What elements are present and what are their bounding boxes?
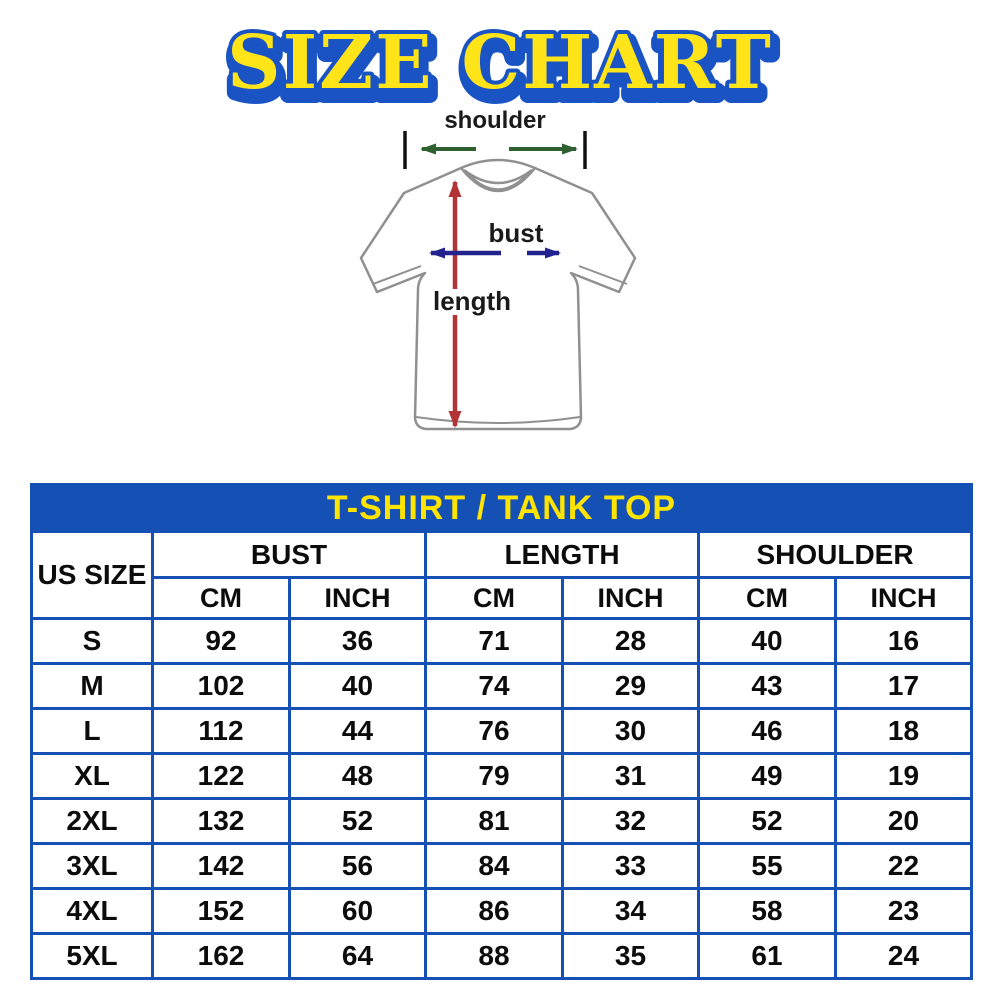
table-group-header-row: US SIZE BUST LENGTH SHOULDER xyxy=(30,530,973,620)
tshirt-cuff-seams xyxy=(372,265,628,285)
shoulder-label: shoulder xyxy=(444,107,545,134)
table-title: T-SHIRT / TANK TOP xyxy=(30,483,973,533)
size-cell: 3XL xyxy=(30,842,154,890)
value-cell: 36 xyxy=(288,617,427,665)
unit-header-bust-cm: CM xyxy=(151,576,291,620)
value-cell: 46 xyxy=(697,707,837,755)
value-cell: 92 xyxy=(151,617,291,665)
length-label: length xyxy=(433,286,511,316)
value-cell: 52 xyxy=(288,797,427,845)
value-cell: 102 xyxy=(151,662,291,710)
value-cell: 19 xyxy=(834,752,973,800)
value-cell: 74 xyxy=(424,662,564,710)
value-cell: 18 xyxy=(834,707,973,755)
value-cell: 29 xyxy=(561,662,700,710)
size-cell: 4XL xyxy=(30,887,154,935)
tshirt-hem-seam xyxy=(415,416,581,424)
unit-header-length-cm: CM xyxy=(424,576,564,620)
size-chart-title: SIZE CHART xyxy=(227,20,773,106)
page-title-banner: SIZE CHART SIZE CHART xyxy=(0,14,1000,127)
value-cell: 34 xyxy=(561,887,700,935)
header-us-size: US SIZE xyxy=(30,530,154,620)
value-cell: 52 xyxy=(697,797,837,845)
value-cell: 112 xyxy=(151,707,291,755)
size-table: T-SHIRT / TANK TOP US SIZE BUST LENGTH S… xyxy=(30,483,973,980)
size-chart-title-art: SIZE CHART SIZE CHART xyxy=(221,16,781,121)
table-row: 3XL 142 56 84 33 55 22 xyxy=(30,842,973,890)
size-cell: 5XL xyxy=(30,932,154,980)
value-cell: 76 xyxy=(424,707,564,755)
table-row: M 102 40 74 29 43 17 xyxy=(30,662,973,710)
value-cell: 84 xyxy=(424,842,564,890)
value-cell: 60 xyxy=(288,887,427,935)
tshirt-measurement-diagram: shoulder bust length xyxy=(348,106,652,472)
value-cell: 33 xyxy=(561,842,700,890)
value-cell: 23 xyxy=(834,887,973,935)
value-cell: 49 xyxy=(697,752,837,800)
unit-header-shoulder-cm: CM xyxy=(697,576,837,620)
value-cell: 86 xyxy=(424,887,564,935)
value-cell: 162 xyxy=(151,932,291,980)
table-row: 2XL 132 52 81 32 52 20 xyxy=(30,797,973,845)
value-cell: 40 xyxy=(288,662,427,710)
value-cell: 17 xyxy=(834,662,973,710)
value-cell: 79 xyxy=(424,752,564,800)
table-unit-header-row: CM INCH CM INCH CM INCH xyxy=(32,576,973,620)
table-row: L 112 44 76 30 46 18 xyxy=(30,707,973,755)
value-cell: 61 xyxy=(697,932,837,980)
value-cell: 24 xyxy=(834,932,973,980)
size-cell: XL xyxy=(30,752,154,800)
table-row: XL 122 48 79 31 49 19 xyxy=(30,752,973,800)
value-cell: 142 xyxy=(151,842,291,890)
value-cell: 122 xyxy=(151,752,291,800)
value-cell: 132 xyxy=(151,797,291,845)
tshirt-collar xyxy=(460,158,536,191)
value-cell: 64 xyxy=(288,932,427,980)
tshirt-diagram-art: shoulder bust length xyxy=(359,107,637,431)
unit-header-length-inch: INCH xyxy=(561,576,700,620)
table-title-row: T-SHIRT / TANK TOP xyxy=(30,483,973,533)
unit-header-shoulder-inch: INCH xyxy=(834,576,973,620)
bust-label: bust xyxy=(489,218,544,248)
value-cell: 40 xyxy=(697,617,837,665)
size-cell: L xyxy=(30,707,154,755)
value-cell: 20 xyxy=(834,797,973,845)
value-cell: 30 xyxy=(561,707,700,755)
value-cell: 28 xyxy=(561,617,700,665)
header-bust: BUST xyxy=(151,530,427,579)
value-cell: 56 xyxy=(288,842,427,890)
value-cell: 35 xyxy=(561,932,700,980)
size-cell: 2XL xyxy=(30,797,154,845)
value-cell: 32 xyxy=(561,797,700,845)
value-cell: 48 xyxy=(288,752,427,800)
value-cell: 22 xyxy=(834,842,973,890)
value-cell: 31 xyxy=(561,752,700,800)
header-shoulder: SHOULDER xyxy=(697,530,973,579)
value-cell: 152 xyxy=(151,887,291,935)
value-cell: 16 xyxy=(834,617,973,665)
value-cell: 44 xyxy=(288,707,427,755)
value-cell: 55 xyxy=(697,842,837,890)
header-length: LENGTH xyxy=(424,530,700,579)
value-cell: 71 xyxy=(424,617,564,665)
value-cell: 58 xyxy=(697,887,837,935)
size-chart-title-shadow: SIZE CHART xyxy=(229,27,775,113)
table-row: 5XL 162 64 88 35 61 24 xyxy=(30,932,973,980)
size-cell: M xyxy=(30,662,154,710)
value-cell: 88 xyxy=(424,932,564,980)
value-cell: 43 xyxy=(697,662,837,710)
length-label-backing xyxy=(436,289,508,315)
table-row: S 92 36 71 28 40 16 xyxy=(30,617,973,665)
unit-header-bust-inch: INCH xyxy=(288,576,427,620)
table-row: 4XL 152 60 86 34 58 23 xyxy=(30,887,973,935)
size-cell: S xyxy=(30,617,154,665)
value-cell: 81 xyxy=(424,797,564,845)
